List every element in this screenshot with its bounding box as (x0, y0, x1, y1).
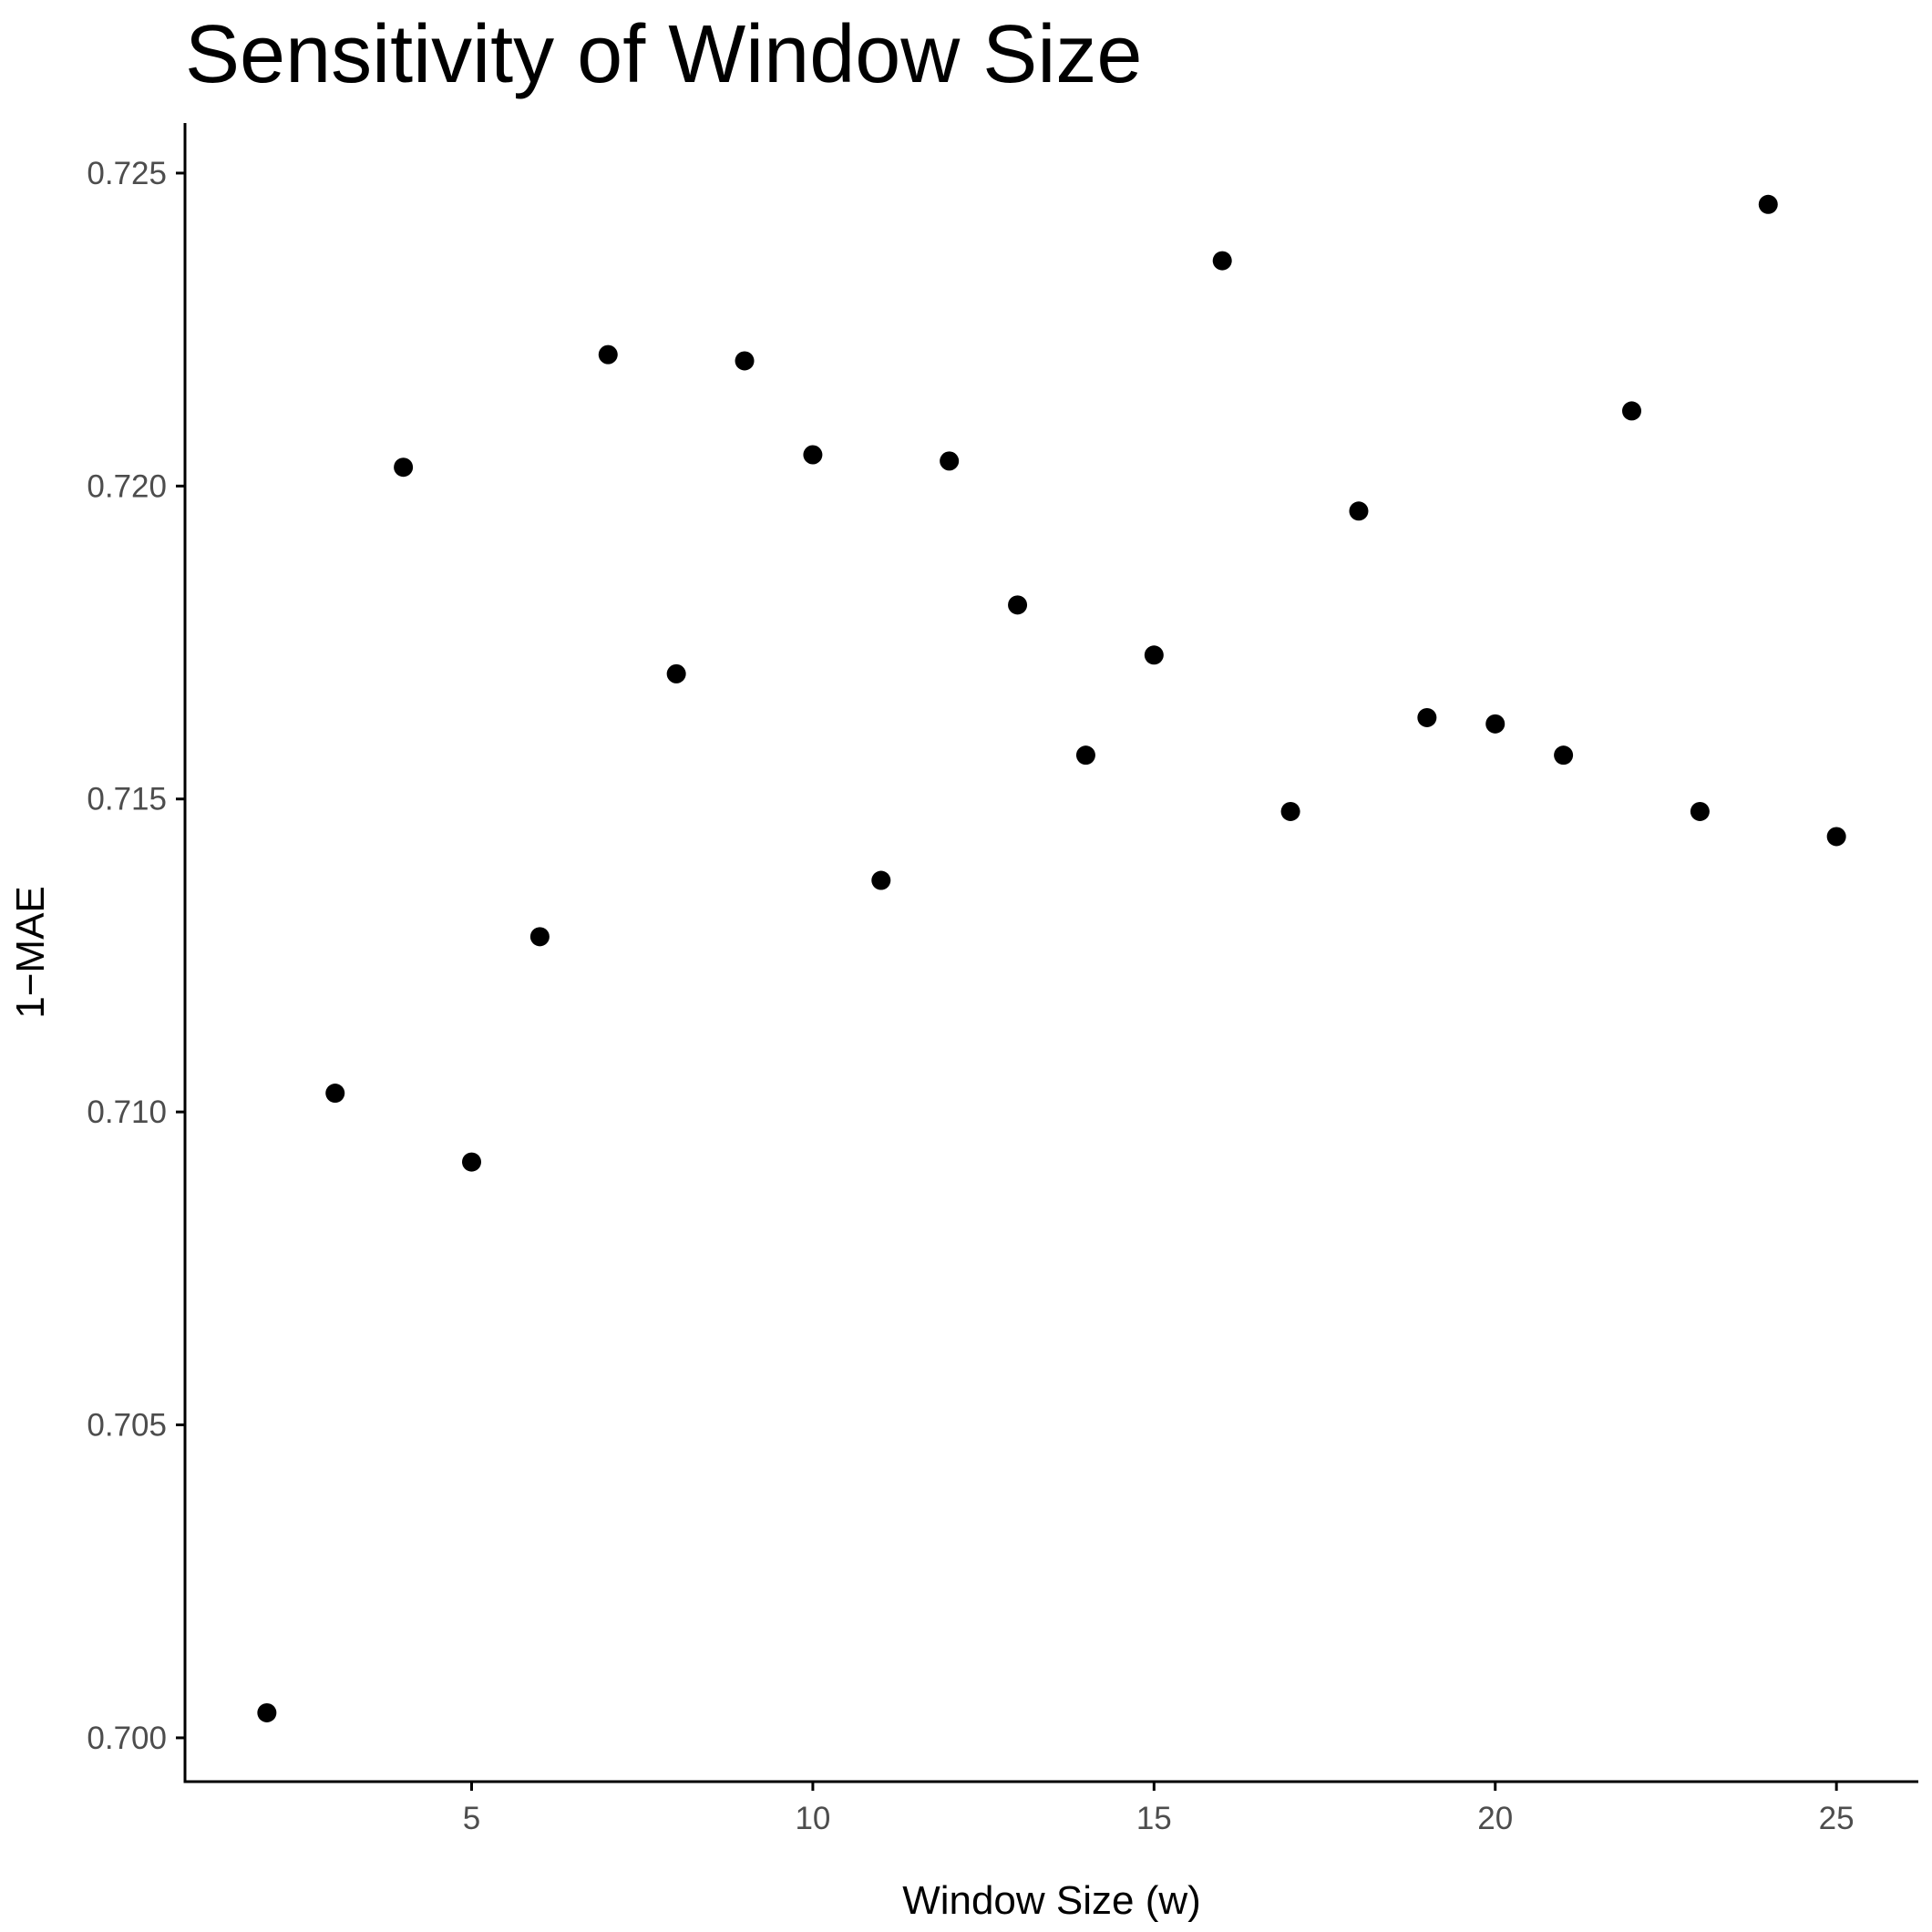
y-tick-label: 0.710 (87, 1094, 167, 1130)
data-point (325, 1084, 345, 1104)
data-point (1212, 251, 1232, 271)
x-tick-label: 10 (795, 1801, 830, 1836)
data-point (1008, 595, 1028, 615)
data-point (1690, 801, 1710, 821)
data-point (1417, 707, 1437, 727)
y-tick-label: 0.720 (87, 468, 167, 504)
x-axis-title: Window Size (w) (902, 1878, 1201, 1923)
x-tick-label: 20 (1477, 1801, 1513, 1836)
data-point (462, 1152, 482, 1172)
data-point (1554, 745, 1574, 766)
data-point (803, 445, 823, 465)
data-point (1621, 401, 1641, 421)
x-tick-label: 25 (1819, 1801, 1855, 1836)
data-point (666, 663, 686, 683)
data-point (735, 351, 755, 371)
data-point (529, 927, 550, 947)
data-point (598, 344, 618, 365)
data-point (1826, 827, 1846, 847)
data-point (1280, 801, 1300, 821)
y-axis-ticks: 0.700 0.705 0.710 0.715 0.720 0.725 (87, 156, 185, 1756)
data-point (1075, 745, 1095, 766)
y-tick-label: 0.715 (87, 782, 167, 817)
x-axis-ticks: 5 10 15 20 25 (463, 1782, 1855, 1836)
data-point (1758, 194, 1778, 214)
data-point (257, 1702, 277, 1722)
chart-title: Sensitivity of Window Size (185, 9, 1142, 100)
y-tick-label: 0.705 (87, 1408, 167, 1444)
data-point (1485, 714, 1506, 734)
data-point (394, 457, 414, 478)
data-point (1349, 501, 1369, 521)
x-tick-label: 5 (463, 1801, 480, 1836)
data-point (1144, 645, 1164, 665)
y-tick-label: 0.700 (87, 1721, 167, 1756)
plot-area (257, 194, 1846, 1722)
x-tick-label: 15 (1136, 1801, 1172, 1836)
y-tick-label: 0.725 (87, 156, 167, 191)
data-point (871, 870, 891, 890)
data-point (940, 451, 960, 471)
y-axis-title: 1−MAE (8, 886, 53, 1019)
